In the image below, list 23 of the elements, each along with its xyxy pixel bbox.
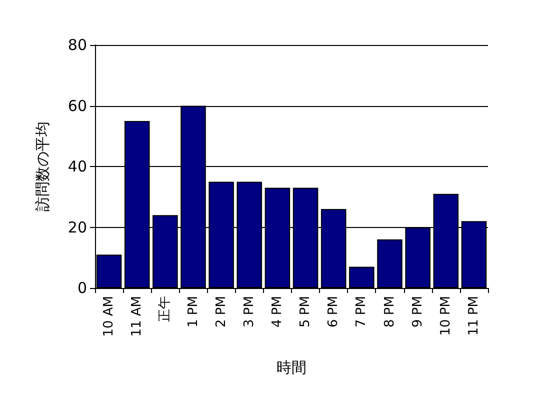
x-tick-label: 5 PM [298,296,314,328]
x-tick-label: 11 PM [466,296,482,336]
x-tick-label: 2 PM [214,296,229,328]
x-tick-label: 7 PM [354,296,370,328]
y-tick-label: 0 [77,279,87,297]
x-tick-label: 9 PM [410,296,426,328]
x-tick-label: 10 AM [102,296,117,337]
x-tick-label: 11 AM [130,296,145,337]
x-tick-label: 10 PM [438,296,454,336]
y-axis-title: 訪問数の平均 [34,122,52,212]
y-tick-label: 60 [68,96,87,115]
x-tick-label: 8 PM [382,296,398,328]
y-tick-label: 20 [68,218,87,236]
y-tick-label: 80 [68,36,87,54]
x-tick-label: 1 PM [186,296,201,328]
y-tick-label: 40 [68,158,87,176]
bar [349,266,374,288]
x-tick-label: 3 PM [242,296,257,328]
x-tick-label: 6 PM [326,296,342,328]
x-axis-title: 時間 [276,358,306,376]
x-tick-label: 正午 [158,296,173,322]
bar [377,239,402,288]
x-tick-label: 4 PM [270,296,285,328]
